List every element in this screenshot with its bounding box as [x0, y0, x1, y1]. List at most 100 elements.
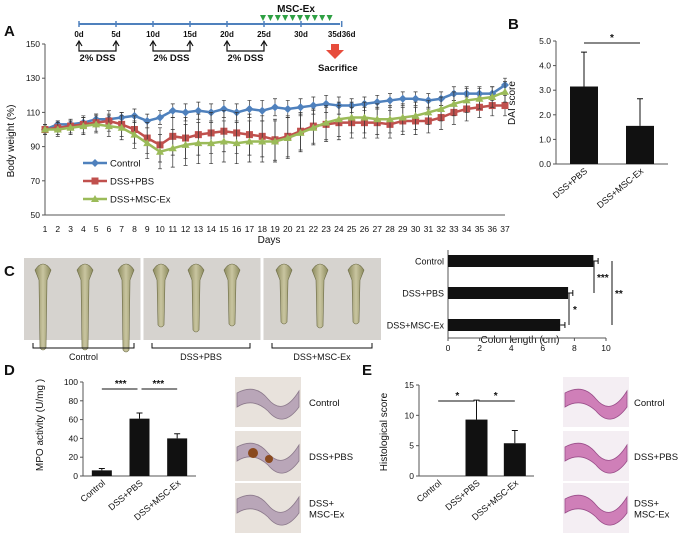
msc-ex-dose-triangle-icon: [304, 15, 311, 21]
ytick-label: 4.0: [539, 61, 551, 71]
msc-ex-dose-triangle-icon: [326, 15, 333, 21]
msc-ex-dose-triangle-icon: [297, 15, 303, 21]
category-label: DSS+PBS: [402, 289, 444, 299]
data-point: [156, 113, 164, 122]
bar-control: [448, 255, 594, 267]
data-point: [271, 137, 279, 145]
data-point: [41, 125, 49, 133]
xtick-label: 6: [540, 343, 545, 353]
legend-marker: [91, 159, 99, 167]
significance-label: ***: [597, 273, 609, 284]
tissue-section: [564, 442, 628, 474]
data-point: [117, 123, 126, 131]
data-point: [411, 111, 420, 119]
data-point: [271, 103, 279, 112]
xtick-label: 4: [509, 343, 514, 353]
category-label: DSS+MSC-Ex: [595, 166, 646, 211]
data-point: [398, 113, 407, 121]
error-bar: [98, 467, 105, 471]
data-point: [283, 134, 292, 142]
category-label: DSS+PBS: [551, 166, 589, 201]
category-label: Control: [78, 478, 107, 504]
category-label: DSS+PBS: [106, 478, 144, 513]
data-point: [130, 130, 139, 138]
panel-label-a: A: [4, 23, 15, 40]
a-xtick-label: 7: [119, 224, 124, 234]
xtick-label: 8: [572, 343, 577, 353]
timeline-tick-label: 30d: [294, 30, 308, 39]
data-point: [283, 104, 292, 113]
msc-ex-dose-triangle-icon: [289, 15, 296, 21]
dss-period-label: 2% DSS: [154, 53, 190, 64]
data-point: [92, 120, 101, 128]
bar-dss-pbs: [448, 287, 569, 299]
a-xtick-label: 34: [462, 224, 472, 234]
msc-ex-dose-triangle-icon: [274, 15, 281, 21]
panel-label-b: B: [508, 16, 519, 33]
sacrifice-label: Sacrifice: [318, 63, 358, 74]
a-xtick-label: 15: [219, 224, 229, 234]
timeline-tick-label: 10d: [146, 30, 160, 39]
data-point: [53, 125, 62, 133]
a-xtick-label: 29: [398, 224, 408, 234]
colon-specimen: [152, 263, 170, 328]
mpo-activity-chart: MPO activity (U/mg ) 0 20 40 60 80 100 Control…: [35, 377, 196, 522]
data-point: [219, 137, 228, 145]
error-bar: [511, 430, 518, 444]
colon-length-chart: Colon length (cm) 0 2 4 6 8 10 Control DSS+PBS D…: [387, 250, 623, 353]
a-xtick-label: 20: [283, 224, 293, 234]
timeline-tick-label: 5d: [111, 30, 120, 39]
panel-label-c: C: [4, 263, 15, 280]
group-label: DSS+PBS: [180, 352, 222, 362]
a-xtick-label: 35: [475, 224, 485, 234]
image-label: DSS+: [634, 499, 660, 510]
msc-ex-dose-triangle-icon: [267, 15, 274, 21]
data-point: [309, 101, 318, 110]
error-bar: [136, 412, 143, 419]
data-point: [462, 96, 471, 104]
data-point: [194, 139, 203, 147]
mpo-stain-images: Control DSS+PBS DSS+MSC-Ex: [235, 377, 353, 533]
data-point: [194, 106, 203, 115]
timeline-tick-label: 15d: [183, 30, 197, 39]
data-point: [437, 104, 446, 112]
significance-label: *: [610, 33, 614, 44]
image-label: MSC-Ex: [634, 510, 670, 521]
ytick-label: 40: [69, 433, 79, 443]
legend-label: DSS+MSC-Ex: [110, 195, 171, 206]
a-xtick-label: 12: [181, 224, 191, 234]
a-ytick-label: 150: [26, 39, 40, 49]
data-point: [245, 104, 254, 113]
group-label: Control: [69, 352, 98, 362]
ytick-label: 5.0: [539, 36, 551, 46]
a-xtick-label: 14: [206, 224, 216, 234]
a-ytick-label: 130: [26, 73, 40, 83]
bar-dss-pbs: [570, 86, 598, 164]
a-xtick-label: 28: [385, 224, 395, 234]
data-point: [386, 96, 394, 105]
data-point: [488, 93, 497, 101]
ytick-label: 20: [69, 452, 79, 462]
dai-score-chart: DAI score 0.0 1.0 2.0 3.0 4.0 5.0 DSS+PBS DSS+M…: [507, 33, 668, 210]
legend-marker: [91, 195, 99, 202]
error-bar: [473, 399, 480, 420]
data-point: [386, 115, 394, 123]
data-point: [309, 123, 318, 131]
ytick-label: 1.0: [539, 134, 551, 144]
xtick-label: 2: [477, 343, 482, 353]
ytick-label: 3.0: [539, 85, 551, 95]
a-xtick-label: 21: [296, 224, 306, 234]
xtick-label: 0: [446, 343, 451, 353]
tissue-section: [236, 494, 300, 526]
category-label: DSS+MSC-Ex: [387, 321, 445, 331]
a-xtick-label: 16: [232, 224, 242, 234]
a-xtick-label: 17: [245, 224, 255, 234]
error-bar: [581, 51, 587, 87]
data-point: [347, 113, 356, 121]
significance-label: *: [455, 391, 459, 402]
ytick-label: 100: [64, 377, 78, 387]
a-ytick-label: 70: [31, 176, 41, 186]
a-xtick-label: 3: [68, 224, 73, 234]
